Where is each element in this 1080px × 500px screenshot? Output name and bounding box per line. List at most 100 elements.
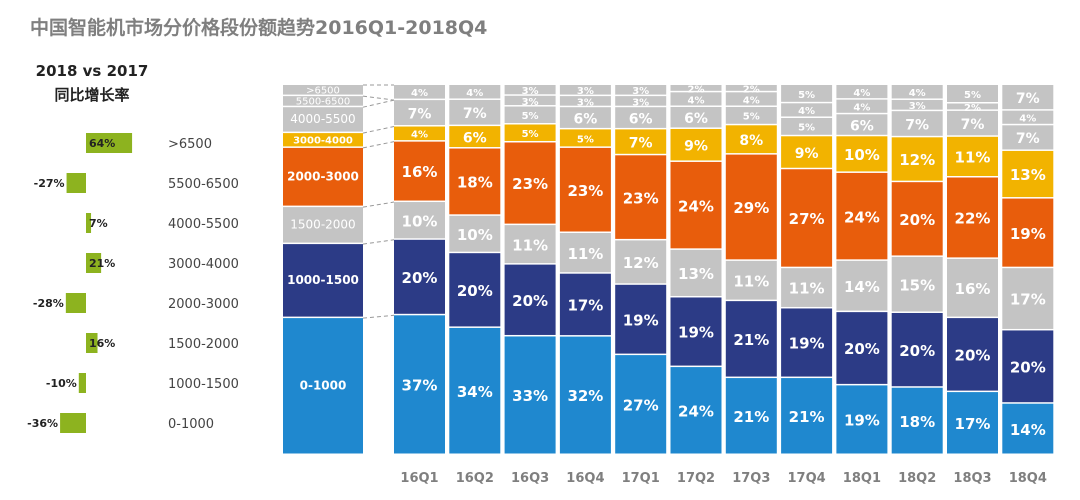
x-tick-label: 17Q1 [622,471,660,486]
bar-segment [947,85,998,102]
bar-segment [891,137,943,181]
bar-value-label: 9% [795,146,819,162]
bar-segment [725,260,777,300]
bar-value-label: 21% [733,331,769,349]
growth-label: -27% [34,177,65,190]
growth-label: 64% [89,137,115,150]
bar-value-label: 5% [577,134,594,145]
bar-value-label: 3% [632,97,649,108]
segment-label: 1000-1500 [168,377,239,392]
bar-value-label: 2% [688,84,705,95]
growth-bar [86,133,133,153]
growth-label: -36% [27,417,58,430]
bar-value-label: 4% [411,130,428,141]
bar-value-label: 20% [899,211,935,229]
bar-value-label: 7% [408,106,432,122]
bar-value-label: 13% [678,265,714,283]
bar-value-label: 5% [798,123,815,134]
growth-bars: 64% -27% 7% 21% -28% 16% -10% -36% [27,133,133,433]
bar-segment [449,126,501,148]
bar-segment [394,239,445,314]
growth-label: -28% [33,297,64,310]
growth-bar [65,293,86,313]
bar-value-label: 6% [850,118,874,134]
legend-segment-label: 1000-1500 [287,273,359,287]
bar-value-label: 32% [567,387,603,405]
bar-value-label: 20% [955,347,991,365]
segment-label: 3000-4000 [168,257,239,272]
bar-segment [1002,125,1054,150]
bar-value-label: 19% [678,324,714,342]
bar-value-label: 16% [955,280,991,298]
bar-segment [670,106,722,128]
bar-segment [836,385,888,454]
bar-value-label: 11% [733,272,769,290]
bar-segment [1002,268,1054,329]
bar-segment [615,85,667,95]
bar-value-label: 7% [961,117,985,133]
bar-segment [394,85,445,99]
bar-segment [559,129,611,147]
legend-segment-label: >6500 [306,86,340,97]
bar-value-label: 27% [789,210,825,228]
bar-segment [947,110,998,136]
bar-value-label: 6% [629,111,653,127]
legend-segment [283,318,363,454]
bar-segment [891,85,943,99]
segment-labels: >6500 5500-6500 4000-5500 3000-4000 2000-300… [168,137,239,432]
bar-segment [836,136,888,172]
bar-segment [781,268,833,307]
bar-segment [891,111,943,136]
bar-segment [449,85,501,99]
bar-value-label: 4% [798,106,815,117]
bar-value-label: 3% [909,101,926,112]
bar-value-label: 20% [512,292,548,310]
bar-segment [725,92,777,106]
bar-value-label: 10% [844,146,880,164]
bar-value-label: 7% [905,117,929,133]
bar-segment [504,95,556,106]
bar-value-label: 3% [632,86,649,97]
bar-segment [559,85,611,95]
bar-value-label: 8% [739,133,763,149]
bar-segment [559,273,611,336]
legend-connector [362,95,395,101]
bar-segment [559,336,611,454]
bar-segment [725,154,777,260]
bar-value-label: 19% [844,412,880,430]
bar-value-label: 2% [964,103,981,114]
bar-segment [559,147,611,232]
segment-label: 4000-5500 [168,217,239,232]
bar-segment [947,392,998,454]
bar-value-label: 17% [955,415,991,433]
bar-segment [947,258,998,317]
bar-segment [670,249,722,296]
bar-segment [559,96,611,106]
legend-segment [283,96,363,106]
bar-segment [394,141,445,201]
bar-value-label: 12% [623,254,659,272]
segment-label: 1500-2000 [168,337,239,352]
bar-segment [394,202,445,239]
x-tick-label: 18Q1 [843,471,881,486]
growth-bar [86,213,92,233]
bar-segment [615,355,667,454]
bar-segment [725,106,777,124]
bar-segment [781,378,833,454]
bar-segment [615,129,667,154]
bar-segment [504,142,556,224]
bar-segment [559,107,611,128]
bar-value-label: 19% [1010,225,1046,243]
bar-value-label: 11% [955,149,991,167]
bar-value-label: 11% [789,280,825,298]
bar-segment [504,264,556,335]
legend-connector [362,141,395,149]
bar-value-label: 4% [853,88,870,99]
bar-segment [394,100,445,126]
bar-value-label: 4% [466,88,483,99]
legend-segment-label: 1500-2000 [290,218,355,232]
bar-segment [670,85,722,91]
legend-bar: 0-1000 1000-1500 1500-2000 2000-3000 3000-40… [283,84,395,454]
bar-segment [449,327,501,454]
growth-panel-title-line1: 2018 vs 2017 [36,62,149,80]
